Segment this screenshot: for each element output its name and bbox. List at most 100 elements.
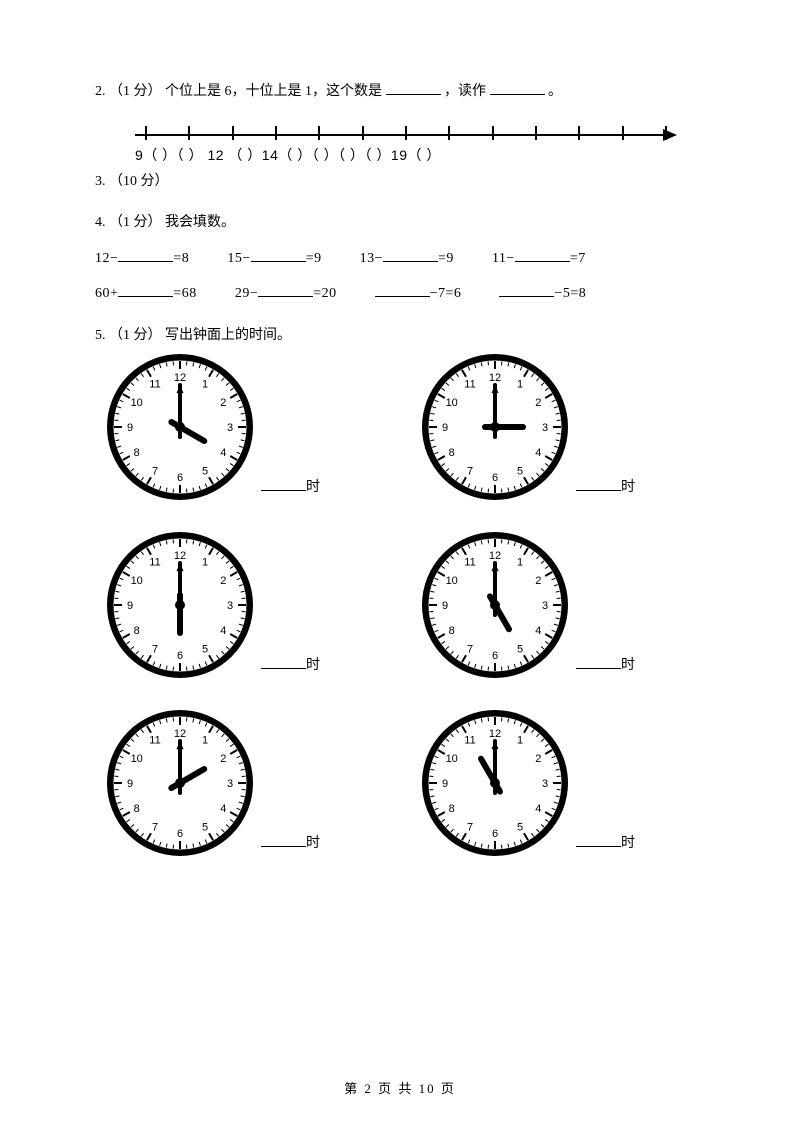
equation: 13−=9 [360,247,454,269]
equation: 12−=8 [95,247,189,269]
fill-blank[interactable] [261,476,306,491]
equation: −7=6 [375,282,462,304]
svg-text:6: 6 [492,650,498,662]
svg-text:1: 1 [517,378,523,390]
svg-text:3: 3 [227,422,233,434]
svg-text:8: 8 [449,625,455,637]
clock-cell: 123456789101112 时 [105,352,320,502]
svg-text:1: 1 [202,378,208,390]
svg-text:5: 5 [202,643,208,655]
question-2: 2. （1 分） 个位上是 6，十位上是 1，这个数是 ，读作 。 [95,80,705,102]
svg-text:9: 9 [442,778,448,790]
clock-icon: 123456789101112 [105,352,255,502]
clock-cell: 123456789101112 时 [105,708,320,858]
number-line-tick [448,126,450,140]
equation: 60+=68 [95,282,197,304]
svg-text:3: 3 [227,778,233,790]
fill-blank[interactable] [258,282,313,297]
svg-text:6: 6 [492,828,498,840]
q3-points: （10 分） [109,174,169,189]
fill-blank[interactable] [576,476,621,491]
svg-text:10: 10 [446,575,458,587]
svg-text:6: 6 [177,828,183,840]
q5-number: 5. [95,328,106,343]
fill-blank[interactable] [576,832,621,847]
q4-points: （1 分） [109,215,162,230]
fill-blank[interactable] [261,832,306,847]
svg-text:12: 12 [174,550,186,562]
number-line-tick [275,126,277,140]
svg-text:6: 6 [177,650,183,662]
equation: 15−=9 [227,247,321,269]
svg-text:6: 6 [177,472,183,484]
clock-answer: 时 [261,832,320,858]
number-line-tick [535,126,537,140]
equation: −5=8 [499,282,586,304]
equation: 11−=7 [492,247,586,269]
fill-blank[interactable] [490,80,545,95]
question-5: 5. （1 分） 写出钟面上的时间。 123456789101112 时 123… [95,326,705,858]
svg-text:1: 1 [517,734,523,746]
svg-text:7: 7 [467,821,473,833]
clock-suffix: 时 [621,836,635,851]
clock-answer: 时 [576,654,635,680]
fill-blank[interactable] [515,247,570,262]
svg-text:9: 9 [442,422,448,434]
clock-suffix: 时 [621,480,635,495]
svg-text:8: 8 [134,625,140,637]
clock-icon: 123456789101112 [105,530,255,680]
svg-text:4: 4 [535,625,541,637]
fill-blank[interactable] [251,247,306,262]
svg-text:7: 7 [467,643,473,655]
equation-right: =9 [306,251,322,266]
clock-row: 123456789101112 时 123456789101112 时 [105,530,705,680]
svg-text:7: 7 [152,643,158,655]
q4-number: 4. [95,215,106,230]
svg-text:7: 7 [152,821,158,833]
fill-blank[interactable] [499,282,554,297]
svg-text:10: 10 [446,397,458,409]
number-line-tick [405,126,407,140]
equation-row: 60+=6829−=20−7=6−5=8 [95,282,705,304]
svg-text:1: 1 [202,556,208,568]
number-line-tick [232,126,234,140]
equation-right: =68 [173,286,196,301]
svg-text:2: 2 [220,753,226,765]
svg-text:12: 12 [174,728,186,740]
fill-blank[interactable] [576,654,621,669]
fill-blank[interactable] [118,247,173,262]
fill-blank[interactable] [261,654,306,669]
svg-text:3: 3 [542,778,548,790]
clock-suffix: 时 [306,658,320,673]
question-4: 4. （1 分） 我会填数。 12−=815−=913−=911−=7 60+=… [95,213,705,304]
fill-blank[interactable] [375,282,430,297]
equation-left: 13− [360,251,383,266]
question-3: 3. （10 分） [95,172,705,192]
equation-left: 11− [492,251,515,266]
svg-text:12: 12 [489,372,501,384]
clock-suffix: 时 [306,836,320,851]
fill-blank[interactable] [118,282,173,297]
svg-text:3: 3 [227,600,233,612]
svg-text:11: 11 [464,556,475,568]
clock-icon: 123456789101112 [420,530,570,680]
svg-text:9: 9 [127,778,133,790]
svg-text:10: 10 [446,753,458,765]
fill-blank[interactable] [386,80,441,95]
equation-right: =20 [313,286,336,301]
svg-text:4: 4 [220,803,226,815]
svg-text:5: 5 [517,643,523,655]
clock-cell: 123456789101112 时 [420,708,635,858]
number-line-labels: 9（ ）（ ） 12 （ ）14（ ）（ ）（ ）（ ）19（ ） [135,146,441,166]
svg-text:5: 5 [517,821,523,833]
svg-text:2: 2 [535,753,541,765]
svg-text:6: 6 [492,472,498,484]
svg-text:11: 11 [149,734,160,746]
fill-blank[interactable] [383,247,438,262]
svg-text:10: 10 [131,397,143,409]
svg-text:4: 4 [535,447,541,459]
q5-text: 写出钟面上的时间。 [165,328,291,343]
clock-cell: 123456789101112 时 [105,530,320,680]
svg-text:9: 9 [442,600,448,612]
svg-text:11: 11 [464,378,475,390]
